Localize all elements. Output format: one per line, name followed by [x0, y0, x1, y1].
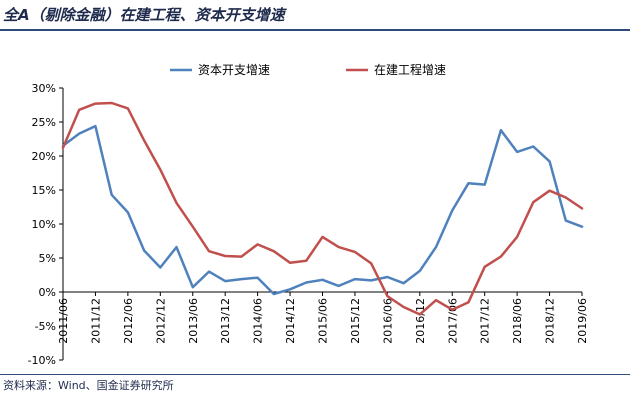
legend-label-1: 资本开支增速 [198, 63, 270, 77]
x-tick-label: 2016/06 [381, 298, 394, 344]
x-tick-label: 2014/12 [284, 298, 297, 344]
y-tick-label: -10% [28, 354, 56, 367]
x-tick-label: 2018/12 [544, 298, 557, 344]
y-tick-label: -5% [35, 320, 56, 333]
page-title: 全A（剔除金融）在建工程、资本开支增速 [3, 6, 285, 24]
x-tick-label: 2012/12 [154, 298, 167, 344]
x-tick-label: 2015/06 [317, 298, 330, 344]
y-tick-label: 10% [32, 218, 56, 231]
x-tick-label: 2018/06 [511, 298, 524, 344]
series-layer [61, 101, 584, 316]
y-tick-label: 20% [32, 150, 56, 163]
y-tick-label: 0% [39, 286, 56, 299]
y-tick-label: 5% [39, 252, 56, 265]
y-tick-label: 25% [32, 116, 56, 129]
y-tick-label: 30% [32, 82, 56, 95]
legend: 资本开支增速 在建工程增速 [170, 62, 446, 77]
y-tick-label: 15% [32, 184, 56, 197]
line-chart: -10% -5% 0% 5% 10% 15% 20% 25% 30% 2011/06 2011/12… [28, 62, 589, 367]
x-tick-label: 2012/06 [122, 298, 135, 344]
x-tick-label: 2017/12 [479, 298, 492, 344]
x-tick-label: 2016/12 [414, 298, 427, 344]
series-line-1 [61, 124, 584, 296]
series-line-2 [61, 101, 584, 316]
title-divider [0, 29, 630, 31]
x-tick-label: 2014/06 [252, 298, 265, 344]
x-tick-label: 2019/06 [576, 298, 589, 344]
axes-layer: -10% -5% 0% 5% 10% 15% 20% 25% 30% 2011/06 2011/12… [28, 82, 589, 367]
source-divider [0, 374, 630, 375]
x-tick-label: 2011/12 [89, 298, 102, 344]
x-tick-label: 2011/06 [57, 298, 70, 344]
x-tick-label: 2015/12 [349, 298, 362, 344]
source-note: 资料来源：Wind、国金证券研究所 [3, 379, 174, 392]
x-tick-label: 2017/06 [446, 298, 459, 344]
legend-label-2: 在建工程增速 [374, 62, 446, 77]
x-tick-label: 2013/06 [187, 298, 200, 344]
x-tick-label: 2013/12 [219, 298, 232, 344]
